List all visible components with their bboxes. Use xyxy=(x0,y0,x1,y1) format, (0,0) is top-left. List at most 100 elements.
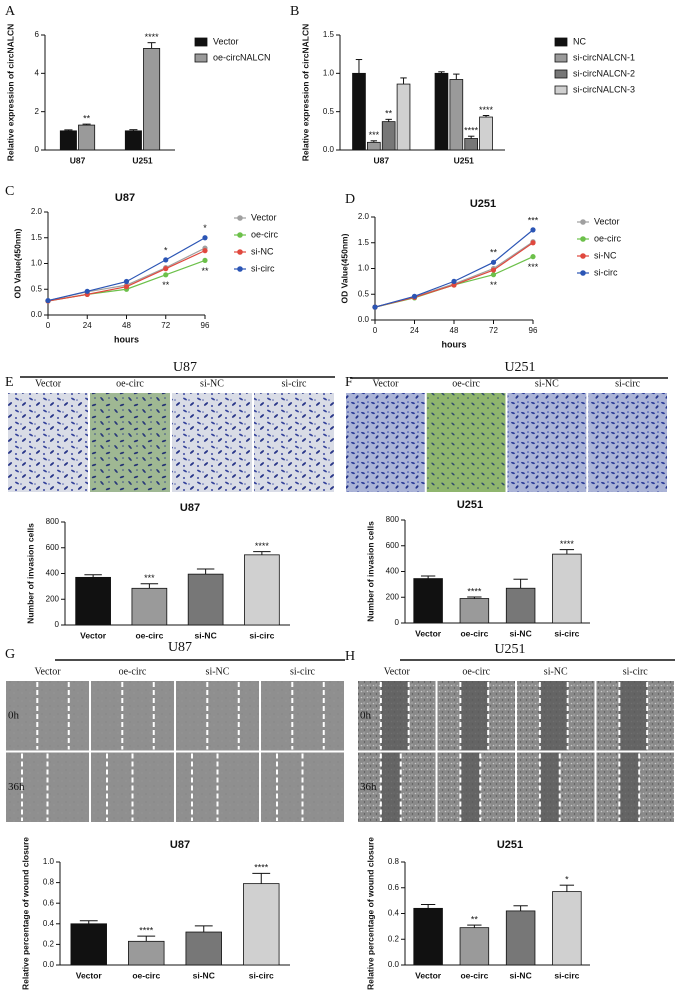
x-tick-label: 96 xyxy=(201,321,210,330)
x-tick-label: U87 xyxy=(70,155,86,165)
micrograph xyxy=(90,393,170,492)
point xyxy=(530,254,536,260)
significance: **** xyxy=(255,541,270,551)
point xyxy=(372,304,378,310)
y-tick-label: 0.0 xyxy=(31,310,43,319)
y-tick-label: 0.4 xyxy=(388,909,400,918)
wound-gap xyxy=(539,681,568,751)
chart-title: U87 xyxy=(115,192,135,204)
column-label: oe-circ xyxy=(452,378,480,389)
y-tick-label: 1.5 xyxy=(358,238,370,247)
point xyxy=(123,284,130,290)
y-tick-label: 0.6 xyxy=(43,898,55,907)
legend-label: oe-circ xyxy=(251,229,279,239)
wound-gap xyxy=(539,752,560,822)
wound-gap xyxy=(460,752,481,822)
y-tick-label: 600 xyxy=(46,543,60,552)
significance: * xyxy=(164,245,168,255)
micrograph xyxy=(172,393,252,492)
micrograph xyxy=(6,681,89,751)
point xyxy=(45,297,51,304)
y-tick-label: 0.0 xyxy=(323,145,335,154)
y-tick-label: 200 xyxy=(386,592,400,601)
y-tick-label: 1.0 xyxy=(323,68,335,77)
legend-marker xyxy=(580,236,586,242)
micrograph xyxy=(588,393,667,492)
legend-label: si-NC xyxy=(251,246,274,256)
y-tick-label: 0.2 xyxy=(43,940,55,949)
legend-marker xyxy=(237,232,243,238)
point xyxy=(163,266,169,272)
legend-label: si-circNALCN-1 xyxy=(573,52,635,62)
x-tick-label: Vector xyxy=(415,628,442,638)
micrograph xyxy=(8,393,88,492)
legend-swatch xyxy=(194,37,208,47)
panel-letter: F xyxy=(345,375,353,390)
y-tick-label: 0.0 xyxy=(43,960,55,969)
bar xyxy=(187,573,224,626)
column-label: si-circ xyxy=(615,378,641,389)
significance: * xyxy=(565,875,569,885)
x-tick-label: oe-circ xyxy=(460,970,488,980)
significance: **** xyxy=(560,539,575,549)
bar xyxy=(396,83,411,151)
x-tick-label: si-circ xyxy=(249,970,274,980)
column-label: oe-circ xyxy=(116,378,144,389)
panel-letter: A xyxy=(5,4,16,19)
legend-label: Vector xyxy=(594,216,620,226)
column-label: si-NC xyxy=(544,666,568,677)
column-label: si-NC xyxy=(206,666,230,677)
bar xyxy=(78,124,96,151)
x-tick-label: 72 xyxy=(489,326,498,335)
y-tick-label: 1.0 xyxy=(358,264,370,273)
y-axis-label: Relative expression of circNALCN xyxy=(5,24,15,161)
point xyxy=(202,235,208,241)
image-title: U87 xyxy=(173,360,197,375)
significance: ** xyxy=(385,109,393,119)
micrograph xyxy=(176,681,259,751)
point xyxy=(490,272,497,278)
bar xyxy=(75,576,111,626)
point xyxy=(202,248,208,254)
y-tick-label: 0.0 xyxy=(388,960,400,969)
column-label: Vector xyxy=(34,666,61,677)
y-tick-label: 1.5 xyxy=(31,233,43,242)
legend-swatch xyxy=(554,69,568,79)
wound-gap xyxy=(380,752,401,822)
column-label: Vector xyxy=(35,378,62,389)
point xyxy=(451,282,457,288)
chart-title: U251 xyxy=(497,839,523,851)
x-tick-label: si-NC xyxy=(193,970,215,980)
x-tick-label: 24 xyxy=(410,326,419,335)
panel-letter: B xyxy=(290,4,299,19)
micrograph xyxy=(507,393,587,492)
point xyxy=(84,288,90,294)
y-tick-label: 600 xyxy=(386,541,400,550)
significance: *** xyxy=(528,215,539,225)
significance: *** xyxy=(528,262,539,272)
legend-marker xyxy=(580,253,586,259)
y-axis-label: Number of invasion cells xyxy=(365,521,375,622)
legend-swatch xyxy=(554,37,568,47)
significance: **** xyxy=(467,586,482,596)
y-tick-label: 0.0 xyxy=(358,315,370,324)
column-label: oe-circ xyxy=(119,666,147,677)
bar xyxy=(128,940,165,966)
wound-gap xyxy=(619,752,640,822)
chart-title: U251 xyxy=(457,499,483,511)
significance: ** xyxy=(471,914,479,924)
bar xyxy=(244,554,280,626)
bar xyxy=(552,553,582,624)
legend-marker xyxy=(237,266,243,272)
legend-label: oe-circ xyxy=(594,233,622,243)
significance: *** xyxy=(369,130,380,140)
bar xyxy=(449,79,464,151)
micrograph xyxy=(91,681,174,751)
micrograph xyxy=(426,393,506,492)
legend-marker xyxy=(237,249,243,255)
series-line xyxy=(374,229,534,308)
panel-letter: H xyxy=(345,649,355,664)
x-tick-label: si-NC xyxy=(195,630,217,640)
legend-label: si-circNALCN-2 xyxy=(573,68,635,78)
micrograph xyxy=(254,393,334,492)
